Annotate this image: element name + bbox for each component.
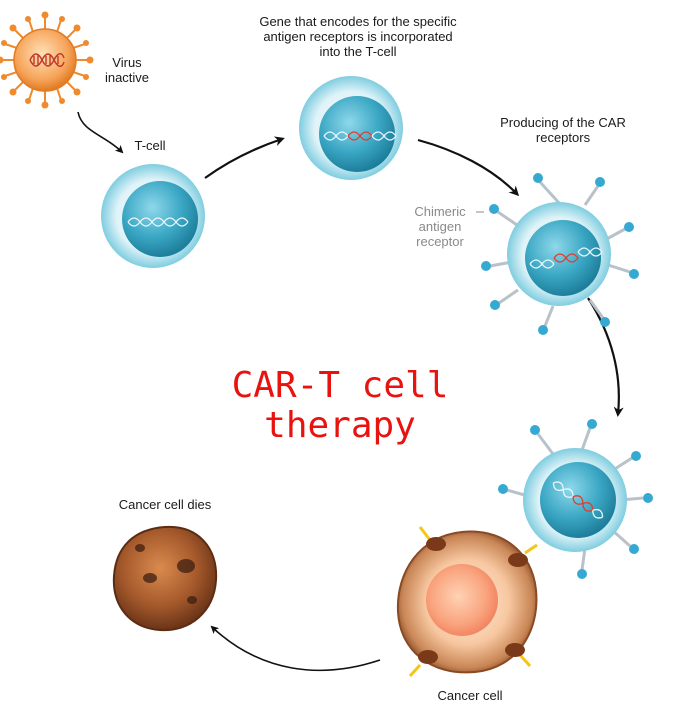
modified-t-cell xyxy=(299,76,403,180)
diagram-title: CAR-T cell therapy xyxy=(231,365,449,446)
t-cell-dna-icon xyxy=(127,217,189,227)
gene-label: Gene that encodes for the specific antig… xyxy=(259,14,457,59)
car-receptor-icon xyxy=(481,173,639,335)
modified-dna-icon xyxy=(323,131,397,141)
arrow-car-down xyxy=(587,297,624,417)
arrow-virus-to-tcell xyxy=(77,111,124,154)
producing-label: Producing of the CAR receptors xyxy=(500,115,626,145)
arrow-gene-to-car xyxy=(417,138,520,197)
dead-cancer-cell xyxy=(112,525,218,632)
chimeric-label: Chimeric antigen receptor xyxy=(414,204,466,249)
virus-dna-icon xyxy=(29,53,65,67)
t-cell-label: T-cell xyxy=(134,138,166,153)
virus-label: Virus inactive xyxy=(104,55,150,85)
arrow-to-dead-cell xyxy=(210,625,381,672)
virus xyxy=(0,11,94,109)
car-t-cell xyxy=(481,173,639,335)
car-t-cell-attacking xyxy=(498,419,653,579)
cancer-cell xyxy=(396,526,538,678)
cancer-cell-label: Cancer cell xyxy=(437,688,503,703)
arrow-tcell-to-gene xyxy=(204,136,285,179)
t-cell xyxy=(101,164,205,268)
cancer-dies-label: Cancer cell dies xyxy=(118,497,212,512)
